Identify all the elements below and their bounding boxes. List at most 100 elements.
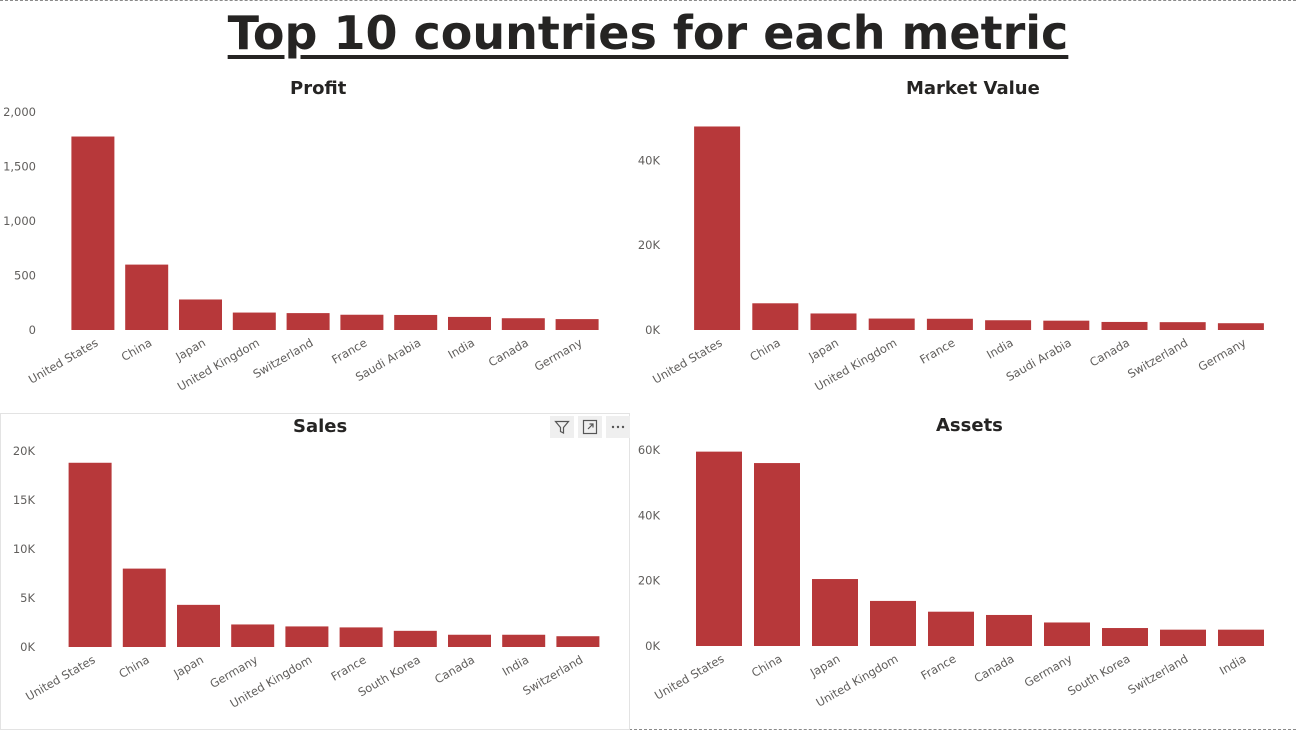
x-tick-label: United States — [650, 335, 724, 386]
x-tick-label: South Korea — [1065, 651, 1132, 698]
bar[interactable] — [810, 313, 857, 330]
bar[interactable] — [448, 316, 491, 330]
y-tick-label: 0 — [29, 323, 36, 337]
bar[interactable] — [556, 636, 600, 647]
x-tick-label: Japan — [170, 652, 206, 681]
bar[interactable] — [339, 627, 383, 647]
x-tick-label: Germany — [1022, 651, 1075, 690]
more-options-button[interactable] — [606, 416, 630, 438]
market-value-chart[interactable]: 0K 20K 40K United States China Japan United Ki… — [630, 72, 1280, 402]
x-tick-label: Canada — [1087, 335, 1132, 369]
x-tick-label: United States — [26, 335, 100, 386]
bar[interactable] — [286, 313, 330, 330]
x-tick-label: China — [119, 335, 154, 364]
bar[interactable] — [926, 318, 973, 330]
bar[interactable] — [1160, 629, 1206, 646]
bar[interactable] — [502, 634, 546, 647]
x-tick-label: India — [500, 652, 531, 678]
bar[interactable] — [340, 314, 384, 330]
y-tick-label: 10K — [13, 542, 36, 556]
bar[interactable] — [1102, 628, 1148, 646]
y-tick-label: 1,000 — [3, 214, 36, 228]
y-tick-label: 0K — [20, 640, 35, 654]
bar[interactable] — [393, 630, 437, 647]
bar[interactable] — [868, 318, 915, 330]
x-tick-label: Germany — [1196, 335, 1249, 374]
bar[interactable] — [122, 568, 166, 647]
y-tick-label: 40K — [638, 153, 661, 167]
bar[interactable] — [754, 463, 800, 646]
bar[interactable] — [179, 299, 222, 330]
x-tick-label: China — [747, 335, 782, 364]
x-tick-label: France — [917, 335, 957, 366]
bar[interactable] — [501, 318, 545, 330]
bar[interactable] — [1043, 320, 1090, 330]
chart-title: Market Value — [906, 78, 1040, 99]
focus-mode-button[interactable] — [578, 416, 602, 438]
sales-chart[interactable]: 0K 5K 10K 15K 20K United States China Japan Germ… — [0, 413, 630, 730]
bar[interactable] — [231, 624, 275, 647]
bar[interactable] — [555, 319, 599, 330]
bar[interactable] — [1218, 629, 1264, 646]
bar[interactable] — [752, 303, 799, 330]
bar[interactable] — [285, 626, 329, 647]
bar[interactable] — [68, 462, 112, 647]
bar[interactable] — [232, 312, 276, 330]
x-tick-label: Japan — [172, 335, 208, 364]
y-tick-label: 0K — [645, 639, 660, 653]
bar[interactable] — [177, 604, 220, 647]
y-tick-label: 1,500 — [3, 160, 36, 174]
x-tick-label: Switzerland — [1125, 335, 1190, 381]
bar[interactable] — [985, 320, 1032, 330]
x-tick-label: United States — [652, 651, 726, 702]
bar[interactable] — [125, 264, 169, 330]
bar[interactable] — [696, 451, 742, 646]
bar[interactable] — [1159, 322, 1206, 330]
y-tick-label: 40K — [638, 508, 661, 522]
bar[interactable] — [694, 126, 741, 330]
filter-icon — [554, 420, 570, 434]
assets-chart[interactable]: 0K 20K 40K 60K United States China Japan United… — [630, 413, 1280, 728]
y-tick-label: 20K — [638, 238, 661, 252]
x-tick-label: Japan — [807, 651, 843, 680]
page-title: Top 10 countries for each metric — [227, 6, 1069, 60]
chart-title: Sales — [293, 416, 348, 437]
x-tick-label: Switzerland — [520, 652, 585, 698]
y-tick-label: 60K — [638, 443, 661, 457]
bar[interactable] — [1217, 323, 1264, 330]
y-tick-label: 5K — [20, 591, 35, 605]
y-tick-label: 15K — [13, 493, 36, 507]
chart-title: Assets — [936, 415, 1003, 436]
x-tick-label: India — [446, 335, 477, 361]
y-tick-label: 2,000 — [3, 105, 36, 119]
bar[interactable] — [1101, 321, 1148, 330]
page-top-border — [0, 0, 1296, 1]
profit-chart[interactable]: 0 500 1,000 1,500 2,000 United States China Jap… — [0, 72, 620, 402]
bar[interactable] — [986, 614, 1032, 646]
x-tick-label: Saudi Arabia — [1004, 335, 1074, 384]
bar[interactable] — [870, 600, 916, 646]
filter-button[interactable] — [550, 416, 574, 438]
x-tick-label: France — [328, 652, 368, 683]
y-tick-label: 20K — [13, 444, 36, 458]
x-tick-label: China — [116, 652, 151, 681]
x-tick-label: United States — [23, 652, 97, 703]
bar[interactable] — [448, 634, 491, 647]
focus-mode-icon — [582, 419, 598, 435]
x-tick-label: France — [918, 651, 958, 682]
bar[interactable] — [1044, 622, 1090, 646]
x-tick-label: Canada — [486, 335, 531, 369]
chart-svg: 0 500 1,000 1,500 2,000 United States China Jap… — [3, 105, 599, 394]
bar[interactable] — [812, 579, 858, 646]
x-tick-label: China — [749, 651, 784, 680]
y-tick-label: 500 — [14, 269, 36, 283]
bar[interactable] — [928, 611, 974, 646]
x-tick-label: Switzerland — [1125, 651, 1190, 697]
bar[interactable] — [71, 136, 115, 330]
x-tick-label: France — [329, 335, 369, 366]
y-tick-label: 20K — [638, 574, 661, 588]
page-bottom-border — [0, 729, 1296, 730]
bar[interactable] — [394, 314, 438, 330]
